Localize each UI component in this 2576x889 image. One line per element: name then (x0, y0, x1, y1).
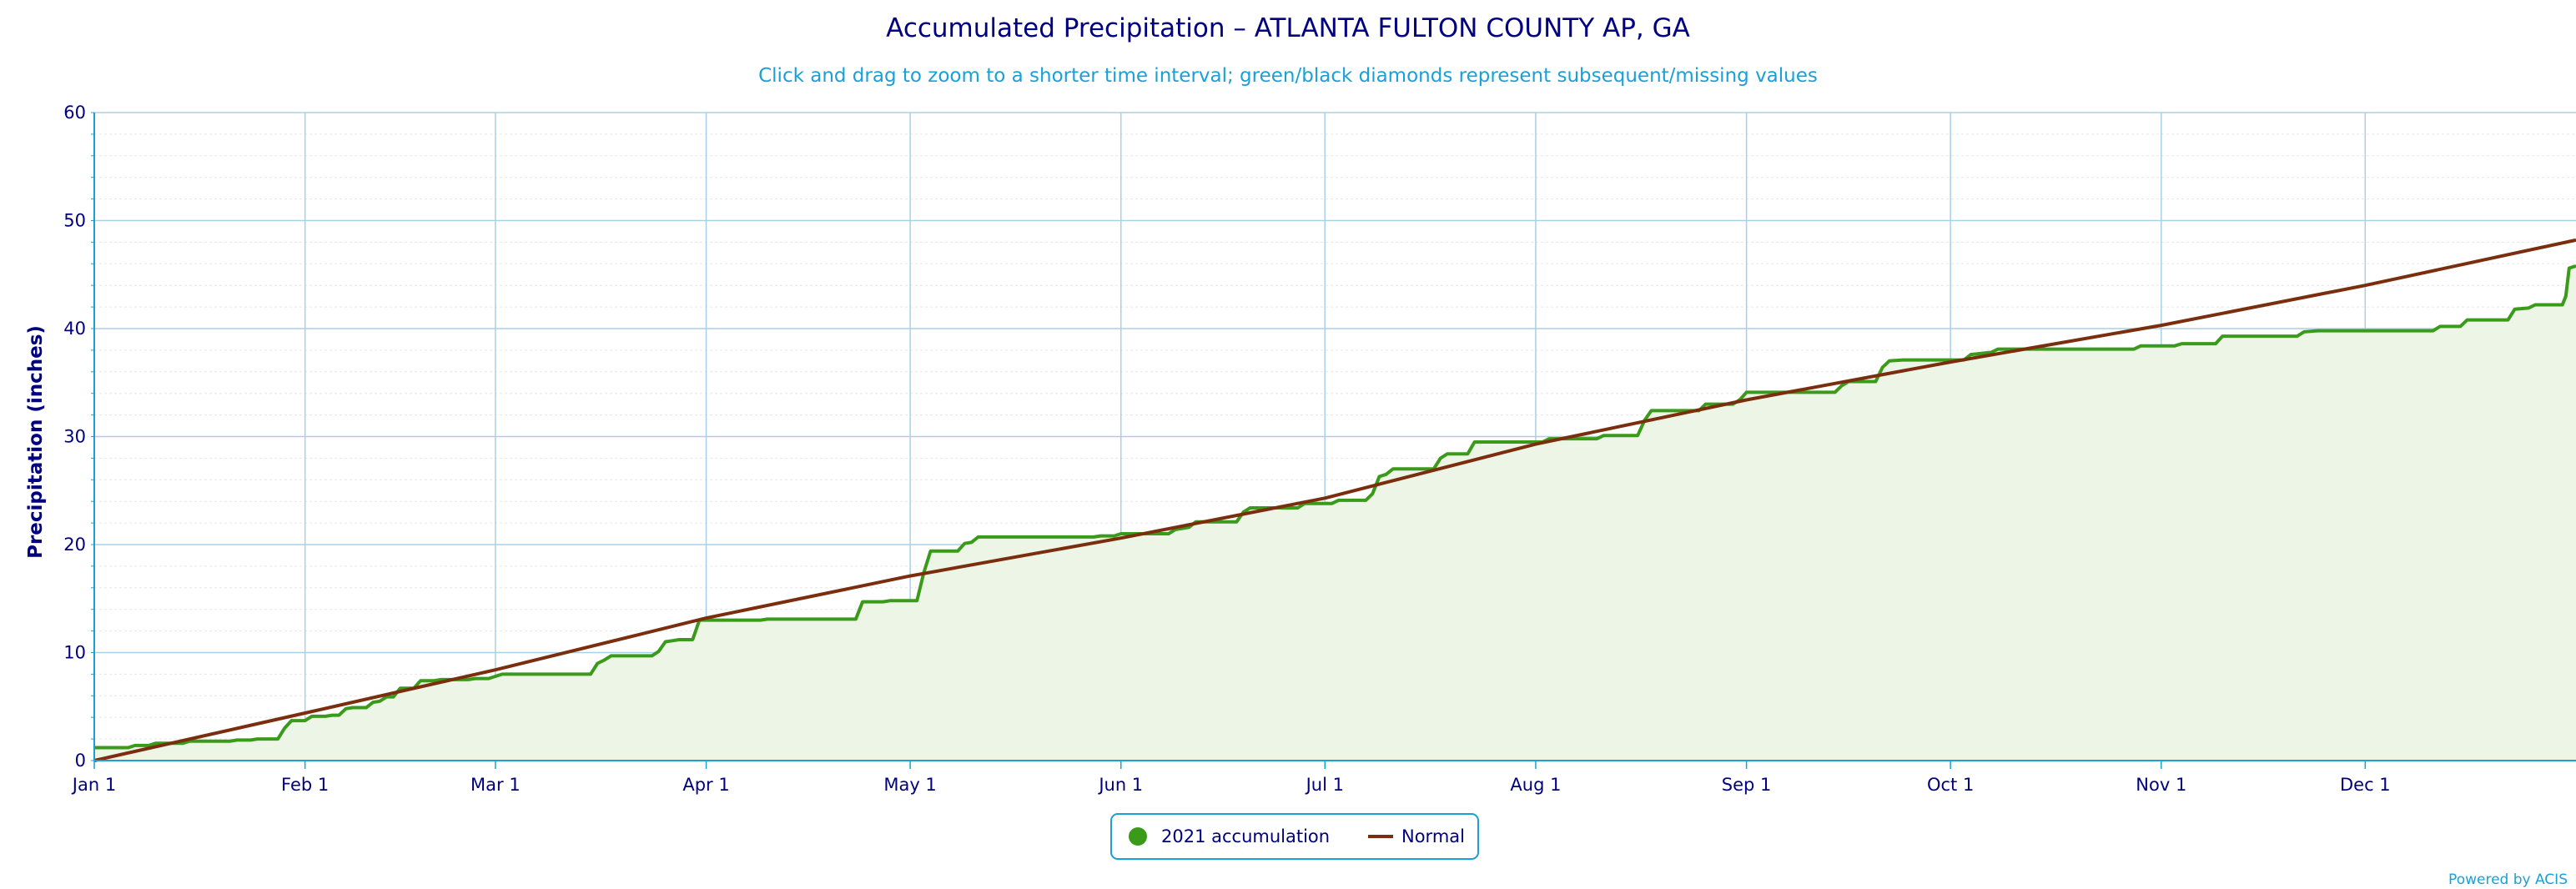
series-line-normal (93, 238, 2576, 762)
y-tick-label: 30 (63, 427, 86, 447)
series-area-2021 (94, 265, 2576, 761)
axis-layer: 0 10 20 30 40 50 60 Jan 1 Feb 1 Mar 1 Apr 1 May 1 Ju… (63, 103, 2576, 795)
x-tick-label: Apr 1 (682, 775, 729, 795)
x-tick-label: Jan 1 (71, 775, 116, 795)
x-tick-label: Sep 1 (1722, 775, 1772, 795)
y-tick-label: 20 (63, 535, 86, 555)
x-tick-label: May 1 (883, 775, 936, 795)
y-tick-label: 50 (63, 211, 86, 231)
y-tick-label: 10 (63, 643, 86, 663)
x-tick-label: Nov 1 (2136, 775, 2186, 795)
legend-box (1110, 813, 1479, 860)
legend-item-normal[interactable]: Normal (1401, 826, 1465, 846)
x-tick-label: Jul 1 (1305, 775, 1344, 795)
x-tick-label: Feb 1 (281, 775, 329, 795)
y-axis-label: Precipitation (inches) (25, 325, 47, 559)
y-tick-label: 60 (63, 103, 86, 123)
chart-subtitle: Click and drag to zoom to a shorter time… (758, 65, 1818, 87)
y-tick-label: 40 (63, 319, 86, 339)
legend-marker-2021 (1129, 827, 1147, 846)
x-tick-label: Mar 1 (470, 775, 521, 795)
x-tick-label: Aug 1 (1510, 775, 1561, 795)
legend-item-2021-accumulation[interactable]: 2021 accumulation (1161, 826, 1330, 846)
chart-title: Accumulated Precipitation – ATLANTA FULT… (886, 13, 1690, 43)
x-tick-label: Dec 1 (2340, 775, 2391, 795)
legend[interactable]: 2021 accumulation Normal (1110, 813, 1479, 860)
series-layer[interactable] (93, 238, 2576, 762)
x-tick-label: Oct 1 (1927, 775, 1974, 795)
y-tick-label: 0 (75, 751, 86, 771)
x-tick-label: Jun 1 (1097, 775, 1143, 795)
credits-link[interactable]: Powered by ACIS (2448, 871, 2568, 888)
